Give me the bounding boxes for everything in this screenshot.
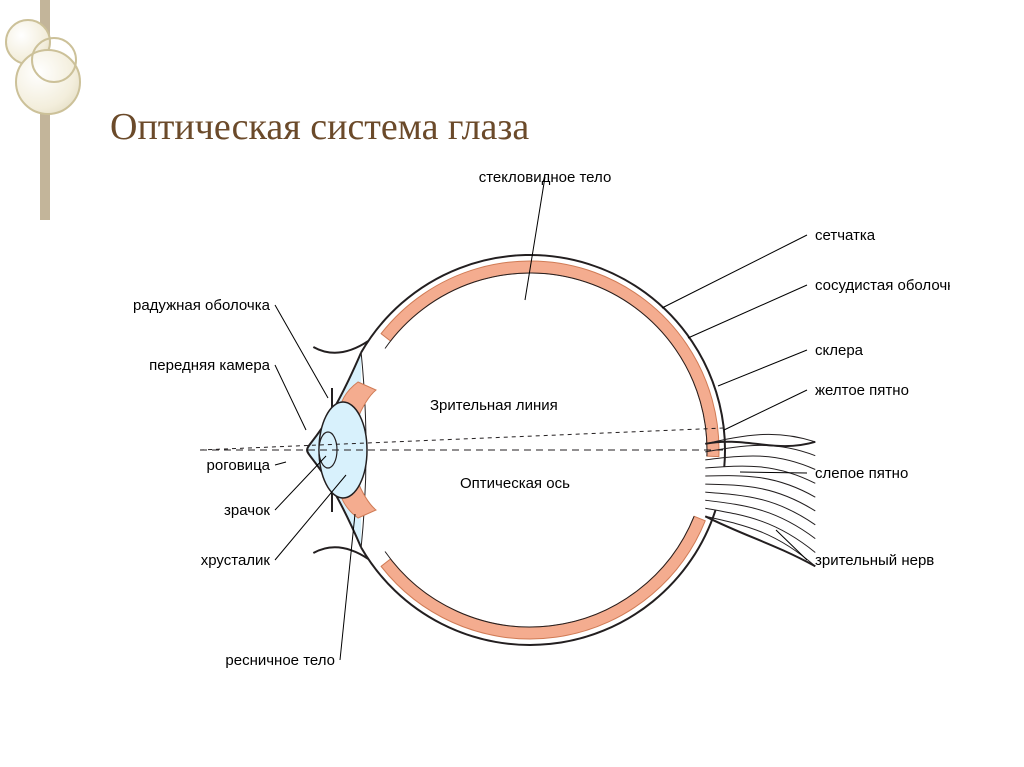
leader-line (340, 514, 355, 660)
leader-line (275, 305, 328, 398)
anatomy-label: желтое пятно (815, 382, 909, 399)
leader-line (662, 235, 807, 308)
leader-line (776, 530, 807, 560)
anatomy-label: слепое пятно (815, 465, 908, 482)
nerve-bottom (705, 516, 815, 566)
ciliary-curl-top (313, 547, 368, 559)
leader-line (718, 350, 807, 386)
anatomy-label: сосудистая оболочка (815, 277, 950, 294)
anatomy-label: склера (815, 342, 864, 359)
leader-line (740, 472, 807, 473)
anatomy-label: ресничное тело (225, 652, 335, 669)
nerve-fiber (705, 500, 815, 538)
inner-label: Зрительная линия (430, 397, 558, 414)
ciliary-curl-bottom (313, 341, 368, 353)
nerve-fiber (705, 484, 815, 511)
anatomy-label: хрусталик (201, 552, 271, 569)
eye-diagram: Зрительная линия Оптическая ось радужная о… (80, 170, 950, 730)
inner-label: Оптическая ось (460, 475, 570, 492)
anatomy-label: зрачок (224, 502, 270, 519)
anatomy-label: сетчатка (815, 227, 876, 244)
leader-line (275, 462, 286, 465)
anatomy-label: роговица (207, 457, 271, 474)
anatomy-label: зрительный нерв (815, 552, 934, 569)
anatomy-label: передняя камера (149, 357, 271, 374)
nerve-fiber (705, 456, 815, 470)
nerve-fiber (705, 466, 815, 483)
leader-line (688, 285, 807, 338)
anatomy-label: стекловидное тело (479, 170, 612, 186)
leader-line (724, 390, 807, 430)
leader-line (275, 456, 326, 510)
leader-line (275, 365, 306, 430)
anatomy-label: радужная оболочка (133, 297, 271, 314)
page-title: Оптическая система глаза (110, 105, 529, 149)
